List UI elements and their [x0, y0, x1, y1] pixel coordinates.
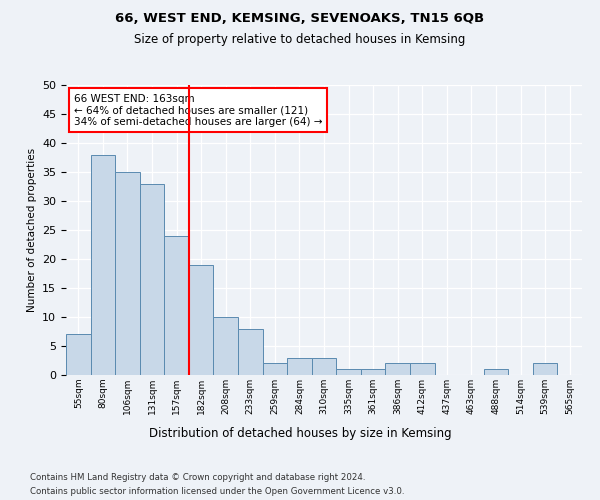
Text: Contains HM Land Registry data © Crown copyright and database right 2024.: Contains HM Land Registry data © Crown c…	[30, 472, 365, 482]
Bar	[263, 364, 287, 375]
Text: Size of property relative to detached houses in Kemsing: Size of property relative to detached ho…	[134, 32, 466, 46]
Bar	[484, 369, 508, 375]
Bar	[361, 369, 385, 375]
Y-axis label: Number of detached properties: Number of detached properties	[26, 148, 37, 312]
Bar	[410, 364, 434, 375]
Text: Distribution of detached houses by size in Kemsing: Distribution of detached houses by size …	[149, 428, 451, 440]
Text: Contains public sector information licensed under the Open Government Licence v3: Contains public sector information licen…	[30, 488, 404, 496]
Bar	[214, 317, 238, 375]
Bar	[189, 265, 214, 375]
Text: 66 WEST END: 163sqm
← 64% of detached houses are smaller (121)
34% of semi-detac: 66 WEST END: 163sqm ← 64% of detached ho…	[74, 94, 322, 127]
Bar	[91, 154, 115, 375]
Bar	[164, 236, 189, 375]
Bar	[115, 172, 140, 375]
Bar	[533, 364, 557, 375]
Bar	[238, 328, 263, 375]
Bar	[66, 334, 91, 375]
Bar	[312, 358, 336, 375]
Bar	[287, 358, 312, 375]
Text: 66, WEST END, KEMSING, SEVENOAKS, TN15 6QB: 66, WEST END, KEMSING, SEVENOAKS, TN15 6…	[115, 12, 485, 26]
Bar	[385, 364, 410, 375]
Bar	[140, 184, 164, 375]
Bar	[336, 369, 361, 375]
